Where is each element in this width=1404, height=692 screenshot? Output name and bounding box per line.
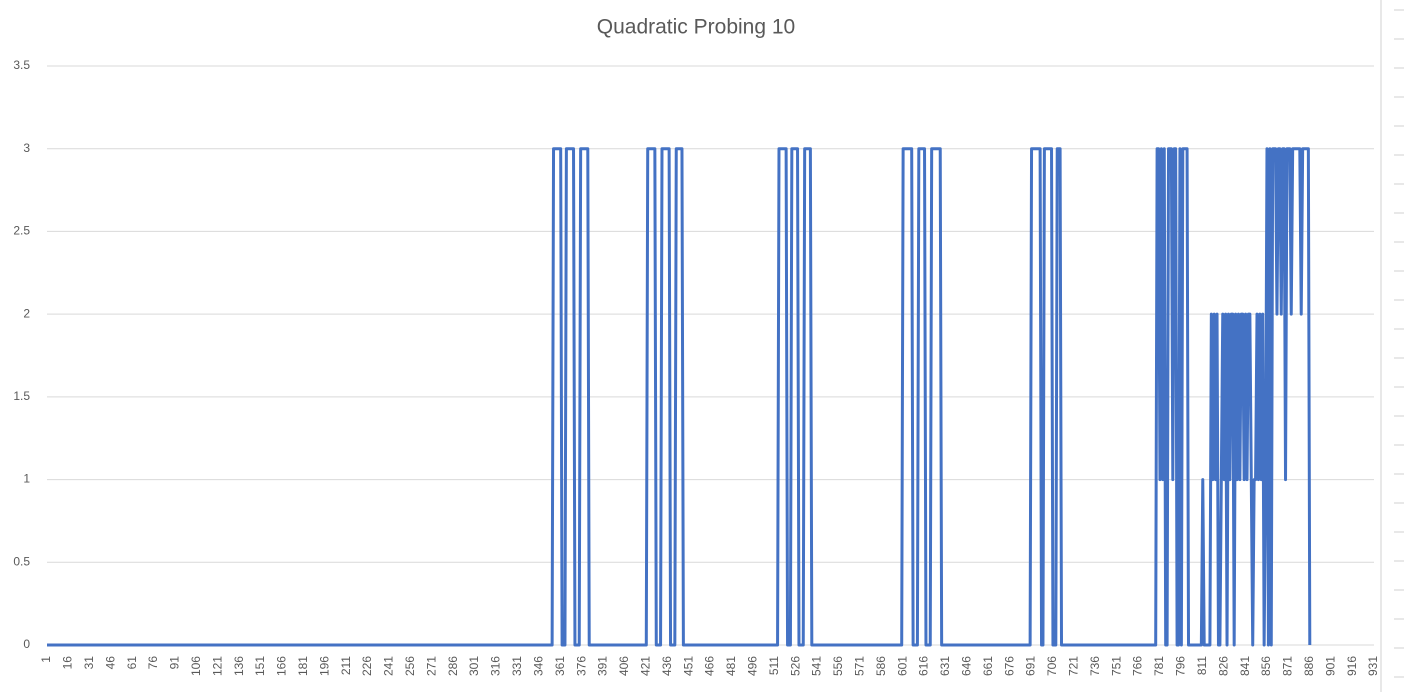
x-tick-label: 601 xyxy=(895,656,909,676)
x-tick-label: 391 xyxy=(596,656,610,676)
y-tick-label: 0.5 xyxy=(13,554,30,568)
x-tick-label: 871 xyxy=(1281,656,1295,676)
x-tick-label: 646 xyxy=(960,656,974,676)
x-tick-label: 316 xyxy=(489,656,503,676)
x-tick-label: 511 xyxy=(767,656,781,675)
x-tick-label: 346 xyxy=(531,656,545,676)
x-tick-label: 781 xyxy=(1152,656,1166,676)
y-tick-label: 1.5 xyxy=(13,389,30,403)
x-tick-label: 706 xyxy=(1045,656,1059,676)
y-tick-label: 3.5 xyxy=(13,58,30,72)
x-tick-label: 886 xyxy=(1302,656,1316,676)
y-tick-label: 3 xyxy=(23,141,30,155)
x-tick-label: 811 xyxy=(1195,656,1209,675)
x-tick-label: 241 xyxy=(382,656,396,676)
x-tick-label: 796 xyxy=(1174,656,1188,676)
x-tick-label: 271 xyxy=(424,656,438,676)
x-tick-label: 916 xyxy=(1345,656,1359,676)
y-tick-label: 2.5 xyxy=(13,224,30,238)
x-tick-label: 931 xyxy=(1366,656,1380,676)
x-tick-label: 301 xyxy=(467,656,481,676)
x-tick-label: 136 xyxy=(232,656,246,676)
x-tick-label: 466 xyxy=(703,656,717,676)
x-tick-label: 721 xyxy=(1067,656,1081,676)
x-tick-label: 826 xyxy=(1216,656,1230,676)
x-tick-label: 661 xyxy=(981,656,995,676)
x-tick-label: 61 xyxy=(125,656,139,670)
x-tick-label: 406 xyxy=(617,656,631,676)
x-tick-label: 1 xyxy=(39,656,53,663)
x-tick-label: 181 xyxy=(296,656,310,676)
x-tick-label: 226 xyxy=(360,656,374,676)
x-tick-label: 151 xyxy=(253,656,267,676)
x-tick-label: 496 xyxy=(745,656,759,676)
x-tick-label: 751 xyxy=(1109,656,1123,676)
x-tick-label: 616 xyxy=(917,656,931,676)
x-tick-label: 556 xyxy=(831,656,845,676)
chart-title: Quadratic Probing 10 xyxy=(597,16,795,39)
y-tick-label: 0 xyxy=(23,637,30,651)
x-tick-label: 436 xyxy=(660,656,674,676)
x-tick-label: 376 xyxy=(574,656,588,676)
x-tick-label: 856 xyxy=(1259,656,1273,676)
x-tick-label: 91 xyxy=(168,656,182,670)
x-tick-label: 481 xyxy=(724,656,738,676)
x-tick-label: 46 xyxy=(103,656,117,670)
x-tick-label: 526 xyxy=(788,656,802,676)
x-tick-label: 631 xyxy=(938,656,952,676)
x-tick-label: 451 xyxy=(681,656,695,676)
x-tick-label: 166 xyxy=(275,656,289,676)
x-tick-label: 676 xyxy=(1002,656,1016,676)
x-tick-label: 286 xyxy=(446,656,460,676)
x-tick-label: 901 xyxy=(1323,656,1337,676)
x-tick-label: 76 xyxy=(146,656,160,670)
x-tick-label: 256 xyxy=(403,656,417,676)
x-tick-label: 196 xyxy=(317,656,331,676)
x-tick-label: 586 xyxy=(874,656,888,676)
x-tick-label: 211 xyxy=(339,656,353,675)
x-tick-label: 736 xyxy=(1088,656,1102,676)
x-tick-label: 121 xyxy=(210,656,224,676)
x-tick-label: 421 xyxy=(638,656,652,676)
y-tick-label: 1 xyxy=(23,472,30,486)
x-tick-label: 31 xyxy=(82,656,96,670)
x-tick-label: 106 xyxy=(189,656,203,676)
x-tick-label: 691 xyxy=(1024,656,1038,676)
data-line xyxy=(46,147,1312,647)
x-tick-label: 841 xyxy=(1238,656,1252,676)
x-tick-label: 541 xyxy=(810,656,824,676)
x-tick-label: 16 xyxy=(61,656,75,670)
y-tick-label: 2 xyxy=(23,306,30,320)
x-tick-label: 331 xyxy=(510,656,524,676)
x-tick-label: 766 xyxy=(1131,656,1145,676)
x-tick-label: 571 xyxy=(852,656,866,676)
x-tick-label: 361 xyxy=(553,656,567,676)
